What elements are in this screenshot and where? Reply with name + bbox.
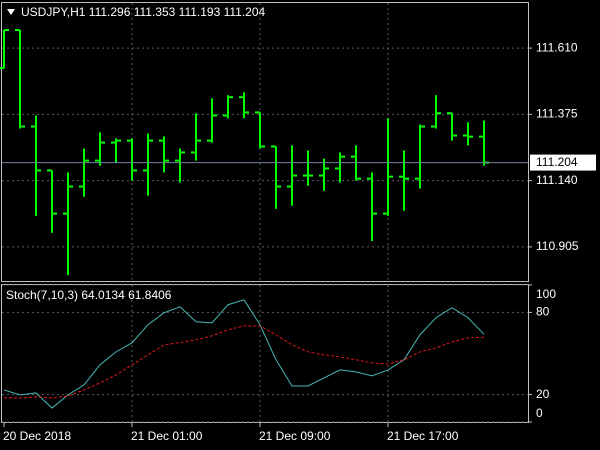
price-pane: [1, 2, 529, 282]
x-tick-label: 21 Dec 17:00: [387, 429, 459, 443]
stoch-title: Stoch(7,10,3) 64.0134 61.8406: [6, 288, 172, 302]
stoch-pane: [1, 284, 529, 423]
y-tick-label: 80: [536, 305, 550, 319]
stoch-line: [3, 299, 485, 409]
x-tick-label: 20 Dec 2018: [3, 429, 71, 443]
stoch-line: [4, 325, 485, 399]
y-tick-label: 110.905: [536, 239, 579, 253]
y-tick-label: 100: [536, 287, 556, 301]
y-tick-label: 20: [536, 387, 550, 401]
y-tick-label: 0: [536, 406, 543, 420]
y-tick-label: 111.140: [536, 173, 578, 187]
price-title: USDJPY,H1 111.296 111.353 111.193 111.20…: [21, 5, 266, 19]
x-tick-label: 21 Dec 01:00: [131, 429, 203, 443]
y-tick-label: 111.375: [536, 107, 578, 121]
x-tick-label: 21 Dec 09:00: [259, 429, 331, 443]
last-price-box: [530, 154, 596, 171]
y-tick-label: 111.610: [536, 40, 578, 54]
last-price-label: 111.204: [536, 155, 578, 169]
menu-arrow[interactable]: [7, 9, 15, 15]
